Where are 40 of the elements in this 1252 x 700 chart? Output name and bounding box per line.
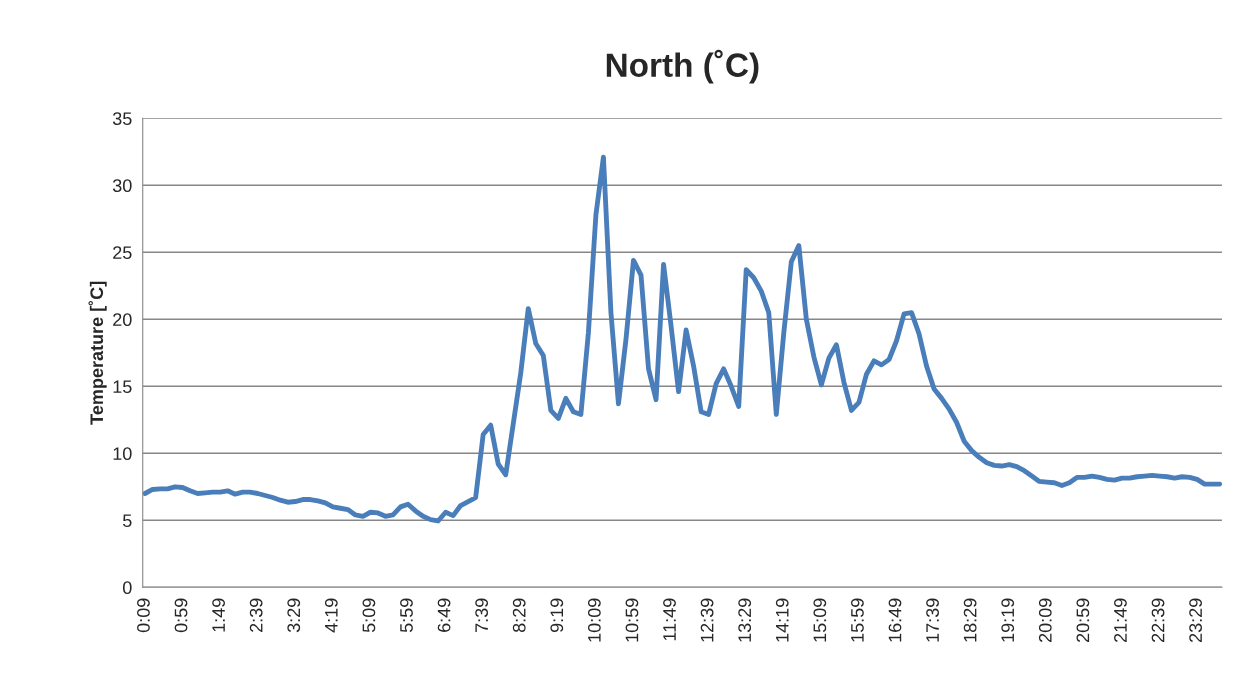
x-tick-label: 21:49 <box>1114 598 1127 642</box>
y-tick-label: 0 <box>122 581 132 595</box>
x-tick-label: 19:19 <box>1001 598 1015 642</box>
y-tick-label: 25 <box>113 246 132 260</box>
x-tick-label: 17:39 <box>926 598 939 642</box>
x-tick-label: 18:29 <box>963 598 977 642</box>
y-tick-label: 20 <box>113 313 132 327</box>
y-tick-label: 10 <box>113 447 132 461</box>
x-tick-label: 7:39 <box>475 598 489 632</box>
x-tick-label: 15:09 <box>813 598 827 642</box>
chart-title: North (˚C) <box>606 49 759 84</box>
x-tick-label: 5:59 <box>400 598 413 633</box>
x-tick-label: 4:19 <box>324 598 338 633</box>
x-tick-label: 22:39 <box>1151 598 1165 642</box>
x-tick-label: 13:29 <box>738 598 752 642</box>
y-axis-title: Temperature [˚C] <box>88 281 107 425</box>
x-tick-label: 8:29 <box>512 598 526 633</box>
x-tick-label: 5:09 <box>362 598 376 633</box>
y-tick-label: 5 <box>122 514 132 528</box>
line-series <box>142 154 1222 524</box>
x-tick-label: 2:39 <box>249 598 263 632</box>
y-tick-label: 30 <box>112 179 132 193</box>
x-tick-label: 1:49 <box>212 598 225 632</box>
x-tick-label: 0:09 <box>137 598 150 633</box>
y-tick-label: 35 <box>112 112 132 126</box>
x-tick-label: 0:59 <box>174 598 188 633</box>
x-tick-label: 3:29 <box>287 598 301 633</box>
x-tick-label: 6:49 <box>437 598 451 632</box>
x-tick-label: 23:29 <box>1189 598 1202 642</box>
x-tick-label: 12:39 <box>700 598 714 642</box>
x-tick-label: 14:19 <box>775 598 789 642</box>
x-tick-label: 20:09 <box>1038 598 1052 642</box>
x-tick-label: 9:19 <box>550 598 564 633</box>
x-tick-label: 10:59 <box>625 598 639 642</box>
y-tick-label: 15 <box>113 380 132 394</box>
x-tick-label: 15:59 <box>851 598 864 642</box>
x-tick-label: 20:59 <box>1076 598 1090 642</box>
x-tick-label: 16:49 <box>888 598 902 642</box>
x-tick-label: 11:49 <box>663 598 676 641</box>
x-tick-label: 10:09 <box>587 598 601 642</box>
